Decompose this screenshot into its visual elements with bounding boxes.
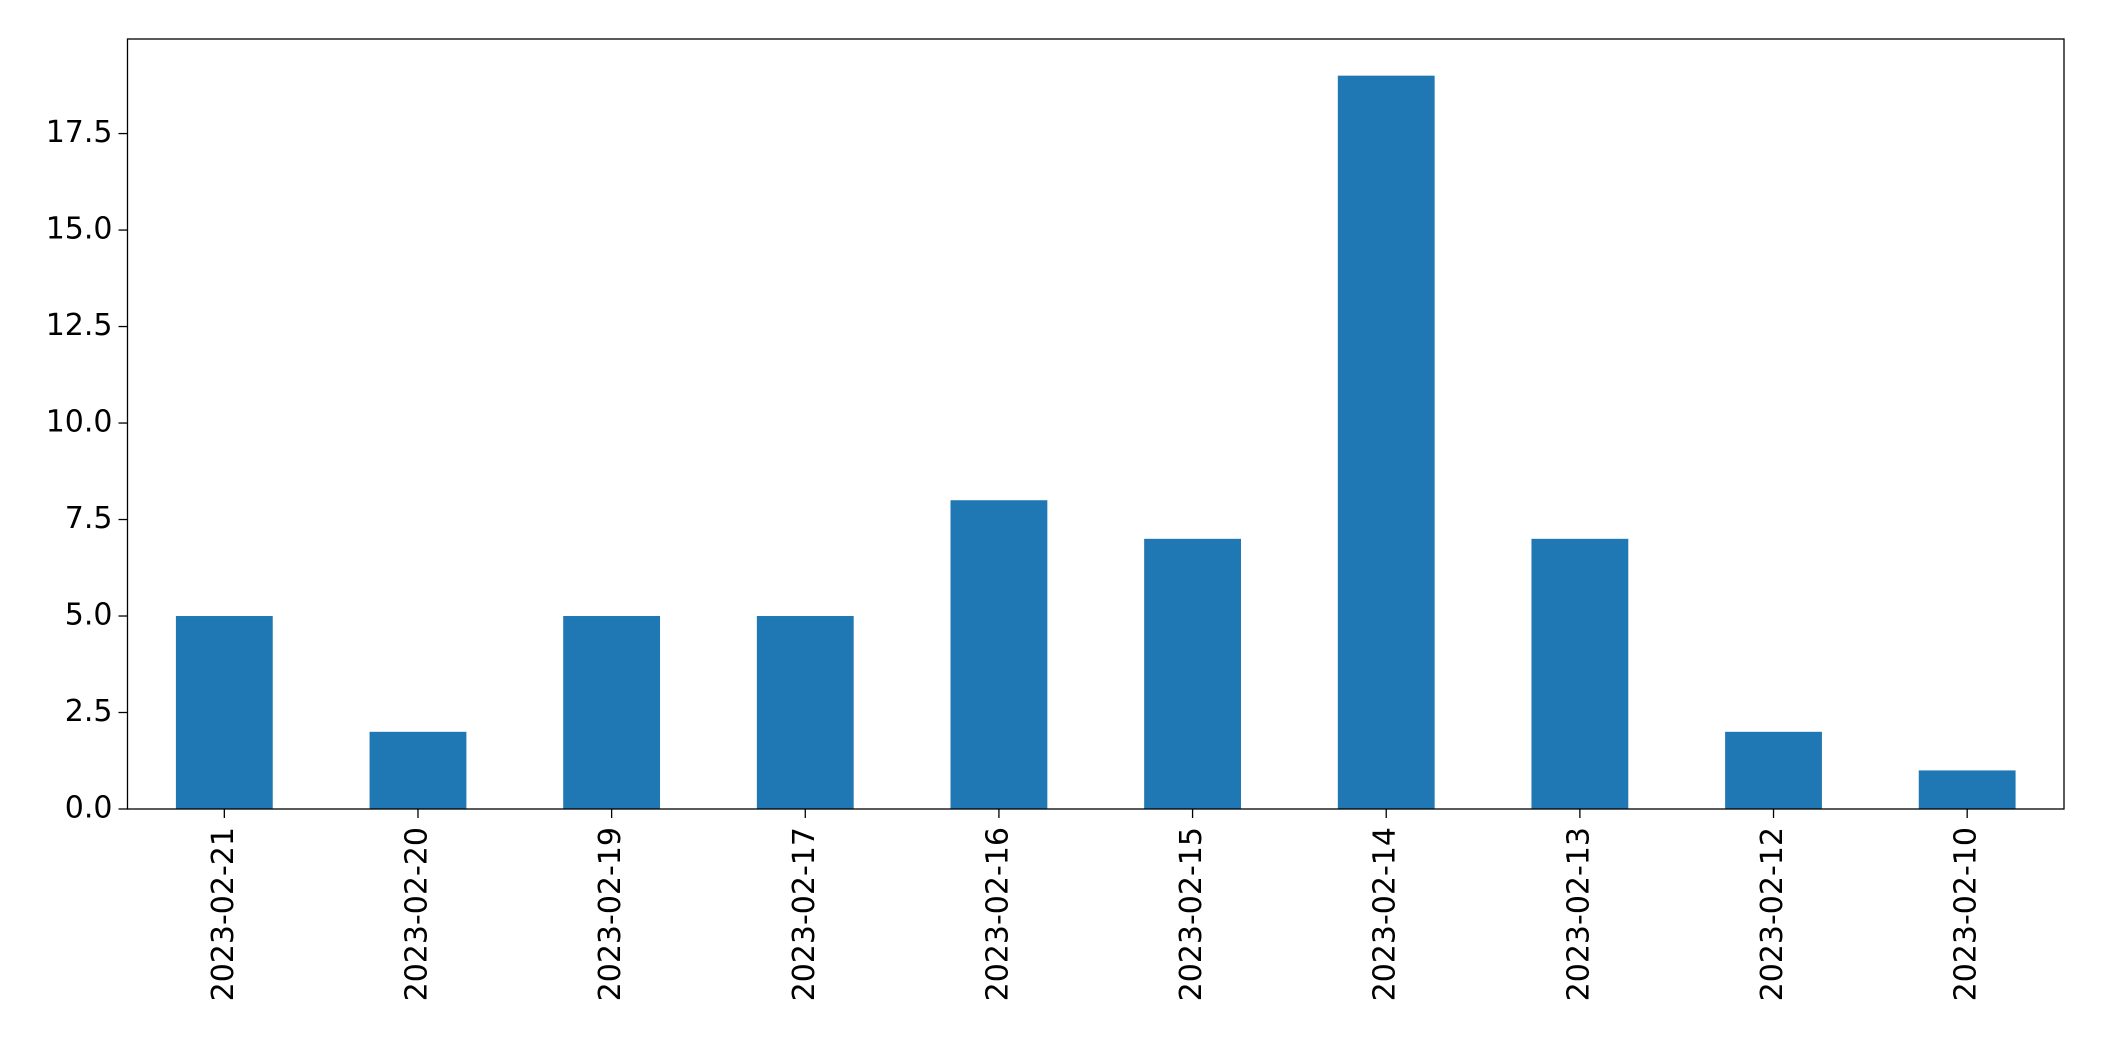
x-tick-label: 2023-02-19: [593, 827, 628, 1001]
bar: [1144, 538, 1241, 809]
y-tick-label: 12.5: [46, 308, 113, 343]
bar: [1725, 731, 1822, 809]
x-tick-label: 2023-02-20: [399, 827, 434, 1001]
x-tick-label: 2023-02-10: [1949, 827, 1984, 1001]
y-tick-label: 10.0: [46, 405, 113, 440]
x-tick-label: 2023-02-12: [1755, 827, 1790, 1001]
bar: [1918, 770, 2016, 809]
y-tick-label: 7.5: [65, 501, 113, 536]
bar: [1531, 538, 1629, 809]
y-tick-label: 5.0: [65, 598, 113, 633]
x-tick-label: 2023-02-13: [1561, 827, 1596, 1001]
y-tick-label: 0.0: [65, 791, 113, 826]
y-tick-label: 17.5: [46, 115, 113, 150]
bar: [563, 616, 661, 809]
x-tick-label: 2023-02-21: [206, 827, 241, 1001]
y-tick-label: 2.5: [65, 694, 113, 729]
bar: [756, 616, 854, 809]
x-tick-label: 2023-02-14: [1368, 827, 1403, 1001]
plot-frame: [126, 38, 2065, 810]
bar: [1337, 75, 1435, 809]
bar: [950, 500, 1048, 809]
x-tick-label: 2023-02-17: [787, 827, 822, 1001]
bar: [369, 731, 467, 809]
bar: [175, 616, 273, 809]
x-tick-label: 2023-02-15: [1174, 827, 1209, 1001]
y-tick-label: 15.0: [46, 212, 113, 247]
x-tick-label: 2023-02-16: [980, 827, 1015, 1001]
